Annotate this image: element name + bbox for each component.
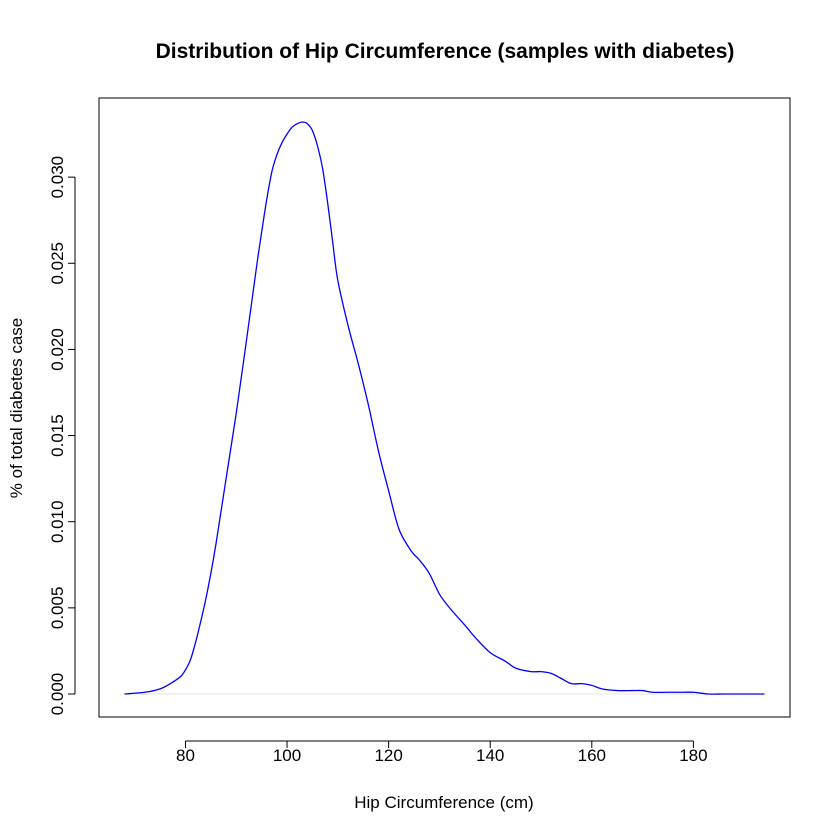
y-tick-label: 0.000 — [48, 673, 67, 716]
x-tick-label: 100 — [273, 746, 301, 765]
y-axis-label: % of total diabetes case — [7, 318, 26, 499]
x-axis-label: Hip Circumference (cm) — [354, 793, 533, 812]
x-tick-label: 180 — [679, 746, 707, 765]
chart-title: Distribution of Hip Circumference (sampl… — [156, 40, 735, 63]
y-axis: 0.000 0.005 0.010 0.015 0.020 0.025 0.030 — [48, 156, 76, 716]
density-curve — [124, 121, 765, 695]
plot-frame — [98, 97, 791, 718]
x-tick-label: 80 — [176, 746, 195, 765]
y-tick-label: 0.020 — [48, 328, 67, 371]
y-tick-label: 0.005 — [48, 587, 67, 630]
y-tick-label: 0.030 — [48, 156, 67, 199]
y-tick-label: 0.015 — [48, 414, 67, 457]
y-tick-label: 0.025 — [48, 242, 67, 285]
x-tick-label: 120 — [374, 746, 402, 765]
series-layer — [124, 121, 765, 695]
x-tick-label: 140 — [476, 746, 504, 765]
x-tick-label: 160 — [578, 746, 606, 765]
y-tick-label: 0.010 — [48, 500, 67, 543]
x-axis: 80 100 120 140 160 180 — [176, 740, 708, 765]
